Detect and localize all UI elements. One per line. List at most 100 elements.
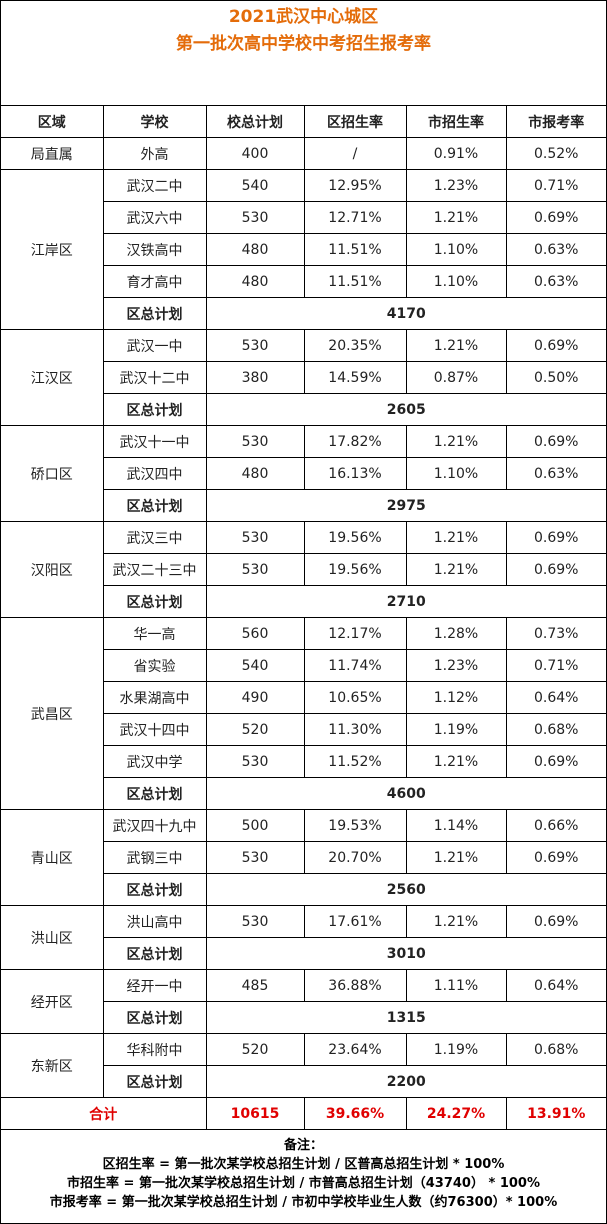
subtotal-label: 区总计划 xyxy=(103,777,207,810)
total-cell: 39.66% xyxy=(303,1097,407,1130)
cell: 0.68% xyxy=(505,713,606,746)
subtotal-value: 4600 xyxy=(205,777,606,810)
cell: 560 xyxy=(205,617,305,650)
cell: 20.70% xyxy=(303,841,407,874)
cell: 11.51% xyxy=(303,265,407,298)
cell: 0.71% xyxy=(505,169,606,202)
cell: 530 xyxy=(205,905,305,938)
cell: 1.23% xyxy=(405,649,507,682)
note-line: 市招生率 = 第一批次某学校总招生计划 / 市普高总招生计划（43740） * … xyxy=(67,1176,540,1191)
school-row: 东新区 华科附中 520 23.64% 1.19% 0.68% xyxy=(1,1033,606,1098)
header-row: 区域 学校 校总计划 区招生率 市招生率 市报考率 xyxy=(1,106,606,138)
cell: 0.69% xyxy=(505,329,606,362)
cell: 1.21% xyxy=(405,841,507,874)
subtotal-row: 区总计划 4600 xyxy=(1,777,606,810)
cell: 20.35% xyxy=(303,329,407,362)
cell: 0.64% xyxy=(505,969,606,1002)
subtotal-row: 区总计划 2200 xyxy=(1,1065,606,1098)
cell: 0.50% xyxy=(505,361,606,394)
subtotal-label: 区总计划 xyxy=(103,937,207,970)
subtotal-value: 2560 xyxy=(205,873,606,906)
cell: 0.69% xyxy=(505,841,606,874)
cell: 武汉二十三中 xyxy=(103,553,207,586)
cell: 19.56% xyxy=(303,553,407,586)
subtotal-value: 1315 xyxy=(205,1001,606,1034)
district-cell: 经开区 xyxy=(1,969,104,1034)
cell: 武汉三中 xyxy=(102,521,207,554)
cell: 12.71% xyxy=(303,201,407,234)
cell: 16.13% xyxy=(303,457,407,490)
notes-title: 备注： xyxy=(283,1138,323,1153)
school-row: 硚口区 武汉十一中 530 17.82% 1.21% 0.69% xyxy=(1,425,606,522)
cell: 0.91% xyxy=(405,137,507,170)
cell: 1.10% xyxy=(405,265,507,298)
notes: 备注： 区招生率 = 第一批次某学校总招生计划 / 区普高总招生计划 * 100… xyxy=(1,1130,606,1212)
title-line: 2021武汉中心城区 xyxy=(228,7,379,27)
cell: 1.12% xyxy=(405,681,507,714)
subtotal-label: 区总计划 xyxy=(103,393,207,426)
cell: 11.74% xyxy=(303,649,407,682)
cell: 0.71% xyxy=(505,649,606,682)
subtotal-row: 区总计划 2710 xyxy=(1,585,606,618)
cell: 0.66% xyxy=(505,809,606,842)
district-cell: 局直属 xyxy=(1,137,104,170)
table: 区域 学校 校总计划 区招生率 市招生率 市报考率 局直属 外高 400/0.91% 0.52% 江… xyxy=(1,106,606,1130)
cell: 0.68% xyxy=(505,1033,606,1066)
cell: 400 xyxy=(205,137,305,170)
cell: 12.17% xyxy=(303,617,407,650)
subtotal-label: 区总计划 xyxy=(103,489,207,522)
district-cell: 青山区 xyxy=(1,809,104,906)
subtotal-label: 区总计划 xyxy=(103,585,207,618)
note-line: 市报考率 = 第一批次某学校总招生计划 / 市初中学校毕业生人数（约76300）… xyxy=(49,1195,558,1210)
school-row: 经开区 经开一中 485 36.88% 1.11% 0.64% xyxy=(1,969,606,1034)
cell: 480 xyxy=(205,457,305,490)
cell: 武汉十四中 xyxy=(103,713,207,746)
cell: 武汉四十九中 xyxy=(102,809,207,842)
header-cell: 市报考率 xyxy=(505,106,606,138)
subtotal-value: 4170 xyxy=(205,297,606,330)
cell: / xyxy=(303,137,407,170)
school-row: 武汉中学 530 11.52% 1.21% 0.69% xyxy=(1,745,606,778)
district-cell: 洪山区 xyxy=(1,905,104,970)
cell: 0.69% xyxy=(505,553,606,586)
cell: 530 xyxy=(205,745,305,778)
school-row: 洪山区 洪山高中 530 17.61% 1.21% 0.69% xyxy=(1,905,606,970)
total-cell: 合计 xyxy=(1,1097,207,1130)
school-row: 武钢三中 530 20.70% 1.21% 0.69% xyxy=(1,841,606,874)
cell: 洪山高中 xyxy=(102,905,207,938)
header-cell: 市招生率 xyxy=(405,106,507,138)
cell: 武汉四中 xyxy=(103,457,207,490)
cell: 530 xyxy=(205,425,305,458)
cell: 485 xyxy=(205,969,305,1002)
school-row: 水果湖高中 490 10.65% 1.12% 0.64% xyxy=(1,681,606,714)
total-row: 合计 10615 39.66% 24.27% 13.91% xyxy=(1,1097,606,1130)
district-cell: 硚口区 xyxy=(1,425,104,522)
cell: 武汉一中 xyxy=(102,329,207,362)
cell: 19.53% xyxy=(303,809,407,842)
cell: 500 xyxy=(205,809,305,842)
cell: 汉铁高中 xyxy=(103,233,207,266)
cell: 530 xyxy=(205,329,305,362)
school-row: 汉铁高中 480 11.51% 1.10% 0.63% xyxy=(1,233,606,266)
cell: 36.88% xyxy=(303,969,407,1002)
cell: 1.19% xyxy=(405,713,507,746)
cell: 0.52% xyxy=(505,137,606,170)
cell: 0.63% xyxy=(505,265,606,298)
subtotal-row: 区总计划 2605 xyxy=(1,393,606,426)
cell: 华一高 xyxy=(102,617,207,650)
cell: 武钢三中 xyxy=(103,841,207,874)
cell: 12.95% xyxy=(303,169,407,202)
cell: 省实验 xyxy=(103,649,207,682)
cell: 530 xyxy=(205,201,305,234)
cell: 11.30% xyxy=(303,713,407,746)
cell: 华科附中 xyxy=(102,1033,207,1066)
title-line: 第一批次高中学校中考招生报考率 xyxy=(176,34,431,54)
cell: 530 xyxy=(205,521,305,554)
district-cell: 东新区 xyxy=(1,1033,104,1098)
cell: 1.10% xyxy=(405,457,507,490)
cell: 520 xyxy=(205,713,305,746)
cell: 0.73% xyxy=(505,617,606,650)
cell: 武汉中学 xyxy=(103,745,207,778)
school-row: 省实验 540 11.74% 1.23% 0.71% xyxy=(1,649,606,682)
cell: 武汉二中 xyxy=(102,169,207,202)
